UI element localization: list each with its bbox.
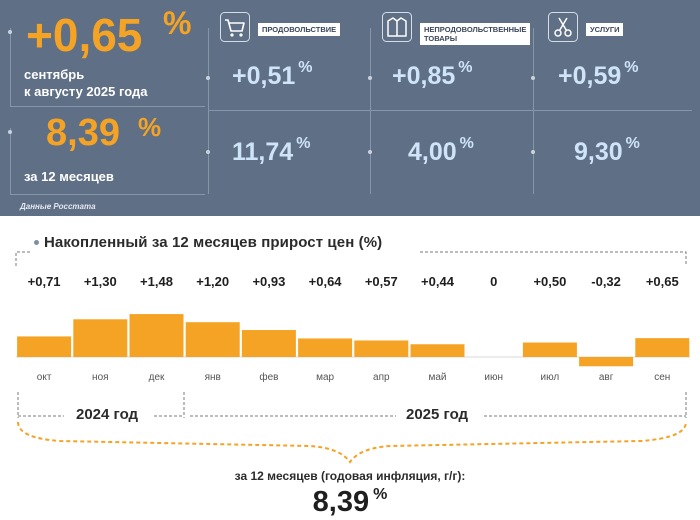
divider xyxy=(10,106,205,107)
annual-inflation-value: 8,39 xyxy=(46,112,120,154)
divider xyxy=(370,28,371,194)
bullet-dot xyxy=(206,150,210,154)
tick-label: апр xyxy=(373,372,390,383)
chart-title: Накопленный за 12 месяцев прирост цен (%… xyxy=(44,234,383,251)
services-monthly-value: +0,59% xyxy=(558,59,639,90)
bar-апр xyxy=(354,340,409,357)
bar-май xyxy=(410,344,465,357)
annual-caption: за 12 месяцев xyxy=(24,169,114,184)
tick-label: сен xyxy=(654,372,670,383)
non-food-monthly-value: +0,85% xyxy=(392,59,473,90)
data-label: +0,64 xyxy=(309,274,343,289)
year-label-2025: 2025 год xyxy=(406,406,469,423)
data-label: +0,57 xyxy=(365,274,398,289)
monthly-unit: % xyxy=(163,5,192,41)
scissors-icon xyxy=(548,12,578,42)
data-label: -0,32 xyxy=(591,274,621,289)
bar-окт xyxy=(17,336,72,357)
services-annual-value: 9,30% xyxy=(574,135,640,166)
bar-фев xyxy=(241,330,296,357)
monthly-caption-line1: сентябрь xyxy=(24,67,85,82)
food-annual-value: 11,74% xyxy=(232,135,311,166)
annual-inflation-total: 8,39% xyxy=(312,486,388,518)
bar-янв xyxy=(185,322,240,357)
category-tag-food: ПРОДОВОЛЬСТВИЕ xyxy=(258,23,341,36)
tick-label: дек xyxy=(149,372,165,383)
tick-label: ноя xyxy=(92,372,109,383)
total-brace xyxy=(17,421,687,464)
food-monthly-value: +0,51% xyxy=(232,59,313,90)
year-label-2024: 2024 год xyxy=(76,406,139,423)
monthly-value-text: +0,65 xyxy=(26,9,143,61)
value-labels: +0,71 +1,30 +1,48 +1,20 +0,93 +0,64 +0,57 +0,44… xyxy=(28,274,679,289)
bullet-dot xyxy=(368,150,372,154)
category-labels: окт ноя дек янв фев мар апр май июн июл авг сен xyxy=(37,371,671,383)
source-note: Данные Росстата xyxy=(20,202,96,211)
tick-label: июн xyxy=(484,372,503,383)
title-frame xyxy=(420,251,687,266)
bars xyxy=(17,314,690,367)
divider xyxy=(10,194,205,195)
tick-label: окт xyxy=(37,372,52,383)
summary-panel xyxy=(0,0,700,216)
data-label: +1,20 xyxy=(196,274,229,289)
data-label: +1,48 xyxy=(140,274,173,289)
title-bullet xyxy=(34,240,39,245)
annual-unit: % xyxy=(138,112,162,142)
title-frame xyxy=(15,251,30,266)
divider xyxy=(208,110,692,111)
year-bracket xyxy=(17,392,687,418)
category-tag-non-food: НЕПРОДОВОЛЬСТВЕННЫЕ ТОВАРЫ xyxy=(420,23,531,45)
bar-июл xyxy=(522,342,577,357)
tick-label: авг xyxy=(599,372,614,383)
bullet-dot xyxy=(531,150,535,154)
data-label: +1,30 xyxy=(84,274,117,289)
data-label: +0,50 xyxy=(533,274,566,289)
bullet-dot xyxy=(368,76,372,80)
data-label: 0 xyxy=(490,274,497,289)
divider xyxy=(10,128,11,194)
jacket-icon xyxy=(382,12,412,42)
bar-сен xyxy=(635,338,690,357)
non-food-annual-value: 4,00% xyxy=(408,135,474,166)
data-label: +0,93 xyxy=(252,274,285,289)
tick-label: фев xyxy=(259,371,278,383)
divider xyxy=(208,28,209,194)
bullet-dot xyxy=(531,76,535,80)
bar-ноя xyxy=(73,319,128,357)
monthly-caption-line2: к августу 2025 года xyxy=(24,84,148,99)
tick-label: янв xyxy=(205,372,221,383)
annual-inflation-caption: за 12 месяцев (годовая инфляция, г/г): xyxy=(234,469,466,483)
bullet-dot xyxy=(206,76,210,80)
tick-label: май xyxy=(428,372,446,383)
category-tag-services: УСЛУГИ xyxy=(586,23,624,36)
data-label: +0,71 xyxy=(28,274,61,289)
data-label: +0,44 xyxy=(421,274,455,289)
bar-дек xyxy=(129,314,184,357)
shopping-cart-icon xyxy=(220,12,250,42)
data-label: +0,65 xyxy=(646,274,679,289)
divider xyxy=(533,28,534,194)
bar-мар xyxy=(298,338,353,357)
tick-label: июл xyxy=(541,372,560,383)
monthly-inflation-value: +0,65 xyxy=(26,8,142,62)
bar-авг xyxy=(579,357,634,367)
bullet-dot xyxy=(8,130,12,134)
bullet-dot xyxy=(8,30,12,34)
divider xyxy=(10,28,11,106)
tick-label: мар xyxy=(316,372,334,383)
